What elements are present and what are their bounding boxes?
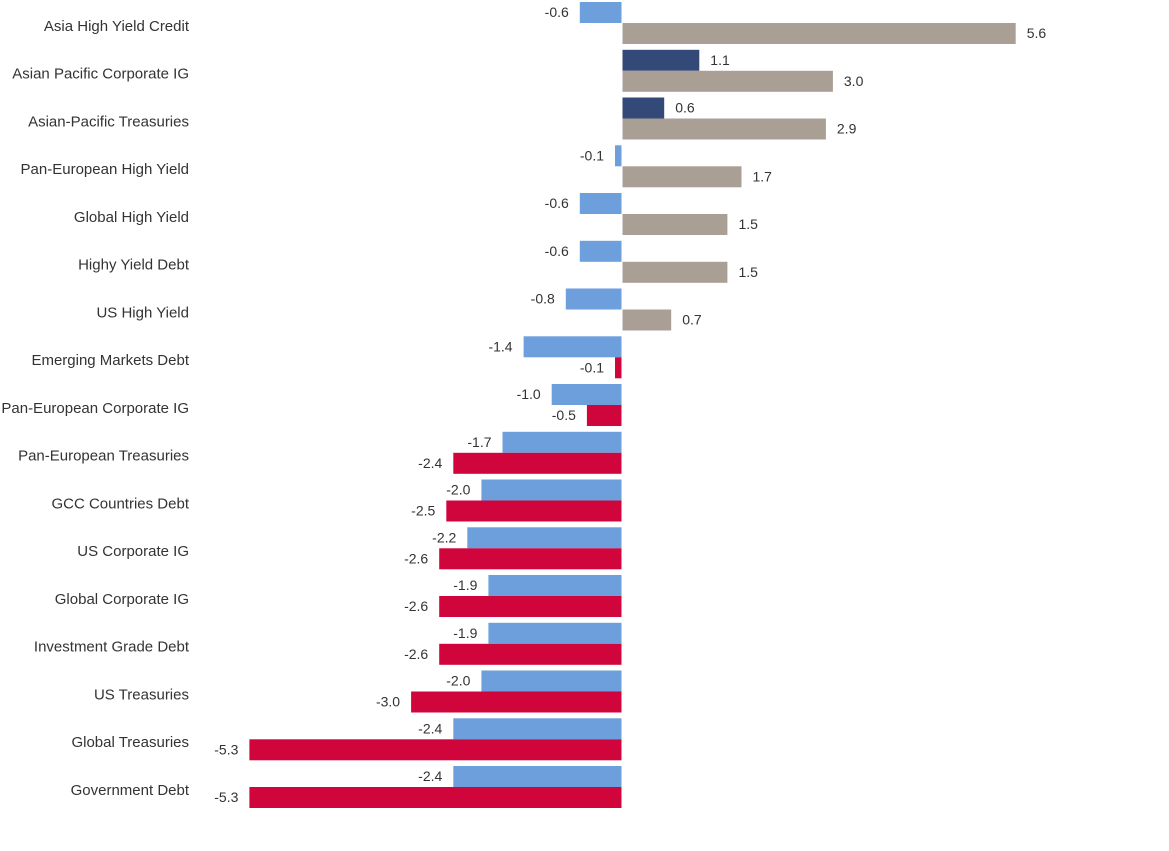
data-label: -1.9 (453, 625, 477, 641)
category-label: Government Debt (71, 782, 190, 799)
bar (622, 70, 833, 92)
bar (622, 309, 672, 331)
bar (502, 431, 622, 453)
category-labels-layer: Asia High Yield Credit Asian Pacific Corp… (1, 18, 189, 799)
category-label: US Treasuries (94, 686, 189, 703)
bar (622, 49, 700, 71)
bar (488, 622, 622, 644)
category-label: Emerging Markets Debt (31, 352, 189, 369)
data-label: -1.9 (453, 577, 477, 593)
category-label: US High Yield (96, 304, 189, 321)
bar (565, 288, 622, 310)
data-label: -2.4 (418, 455, 442, 471)
category-label: GCC Countries Debt (51, 495, 189, 512)
data-label: -0.1 (580, 148, 604, 164)
bar (249, 787, 622, 808)
value-labels-layer: -0.6 5.6 1.1 3.0 0.6 2.9 -0.1 1.7 -0.6 1.5 -0.6 1.5… (214, 4, 1046, 805)
bar (439, 643, 622, 665)
category-label: Asia High Yield Credit (44, 18, 190, 35)
category-label: Asian-Pacific Treasuries (28, 113, 189, 130)
bar (411, 691, 622, 713)
bar (622, 261, 728, 283)
data-label: -2.0 (446, 482, 470, 498)
bar (622, 166, 742, 188)
category-label: Pan-European Treasuries (18, 448, 189, 465)
category-label: Investment Grade Debt (34, 639, 190, 656)
bar (579, 240, 622, 262)
bar (249, 739, 622, 761)
data-label: -2.6 (404, 646, 428, 662)
bar (622, 214, 728, 235)
bar (439, 596, 622, 617)
data-label: -0.6 (545, 195, 569, 211)
bar (453, 718, 622, 740)
bar (579, 193, 622, 214)
data-label: 1.5 (739, 264, 759, 280)
data-label: -0.1 (580, 360, 604, 376)
bar (439, 548, 622, 570)
bar (622, 118, 826, 140)
data-label: 1.5 (739, 216, 759, 232)
data-label: -1.4 (488, 339, 512, 355)
bar (481, 479, 622, 501)
data-label: -0.6 (545, 243, 569, 259)
data-label: -1.0 (517, 386, 541, 402)
data-label: 1.7 (753, 169, 773, 185)
data-label: 0.7 (682, 312, 702, 328)
bar (453, 452, 622, 474)
bar (615, 357, 622, 379)
data-label: 0.6 (675, 100, 695, 116)
bar (453, 766, 622, 787)
category-label: US Corporate IG (77, 543, 189, 560)
bar (488, 575, 622, 596)
category-label: Pan-European Corporate IG (1, 400, 189, 417)
data-label: -2.5 (411, 503, 435, 519)
bars-layer (249, 2, 1016, 808)
category-label: Asian Pacific Corporate IG (12, 66, 189, 83)
data-label: -5.3 (214, 789, 238, 805)
bar (615, 145, 622, 167)
bar (467, 527, 622, 549)
bar (579, 2, 622, 23)
category-label: Global Treasuries (71, 734, 189, 751)
data-label: -2.4 (418, 768, 442, 784)
data-label: -1.7 (467, 434, 491, 450)
data-label: -2.6 (404, 551, 428, 567)
category-label: Global Corporate IG (55, 591, 189, 608)
bar (586, 405, 622, 426)
category-label: Global High Yield (74, 209, 189, 226)
data-label: -2.4 (418, 721, 442, 737)
bar (446, 500, 623, 522)
data-label: 3.0 (844, 73, 864, 89)
data-label: -2.2 (432, 530, 456, 546)
bar (551, 384, 622, 405)
data-label: -0.8 (531, 291, 555, 307)
data-label: -0.6 (545, 4, 569, 20)
data-label: -0.5 (552, 407, 576, 423)
bar (622, 23, 1016, 44)
data-label: -3.0 (376, 694, 400, 710)
data-label: 1.1 (710, 52, 730, 68)
data-label: 5.6 (1027, 25, 1047, 41)
data-label: 2.9 (837, 121, 857, 137)
data-label: -2.6 (404, 598, 428, 614)
category-label: Pan-European High Yield (21, 161, 189, 178)
data-label: -2.0 (446, 673, 470, 689)
data-label: -5.3 (214, 742, 238, 758)
bar (622, 97, 665, 119)
bar (523, 336, 622, 358)
bar (481, 670, 622, 692)
category-label: Highy Yield Debt (78, 257, 190, 274)
